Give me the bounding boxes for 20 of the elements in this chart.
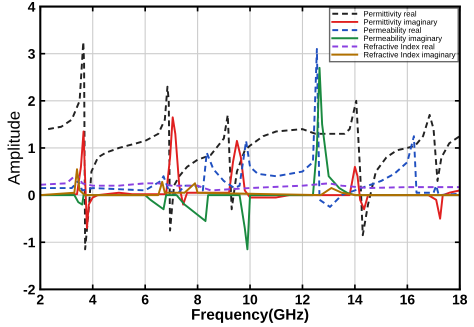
x-tick-label: 8 — [194, 294, 202, 304]
x-axis-title: Frequency(GHz) — [192, 308, 308, 323]
y-tick-label: 1 — [28, 143, 36, 153]
y-tick-label: -2 — [24, 284, 35, 294]
y-tick-label: 0 — [28, 190, 35, 200]
x-tick-label: 10 — [243, 294, 258, 304]
x-tick-label: 6 — [142, 294, 149, 304]
y-tick-label: 4 — [28, 2, 36, 12]
x-tick-label: 14 — [348, 294, 363, 304]
line-series — [40, 168, 460, 196]
y-tick-label: -1 — [24, 238, 36, 248]
y-tick-label: 2 — [28, 96, 35, 106]
y-axis-title: Amplitude — [8, 112, 24, 185]
x-tick-label: 4 — [89, 294, 97, 304]
x-tick-label: 2 — [36, 294, 44, 304]
x-tick-label: 12 — [296, 294, 310, 304]
y-tick-label: 3 — [28, 49, 35, 59]
line-series — [40, 172, 460, 192]
x-tick-label: 16 — [400, 294, 415, 304]
x-tick-label: 18 — [452, 294, 468, 304]
